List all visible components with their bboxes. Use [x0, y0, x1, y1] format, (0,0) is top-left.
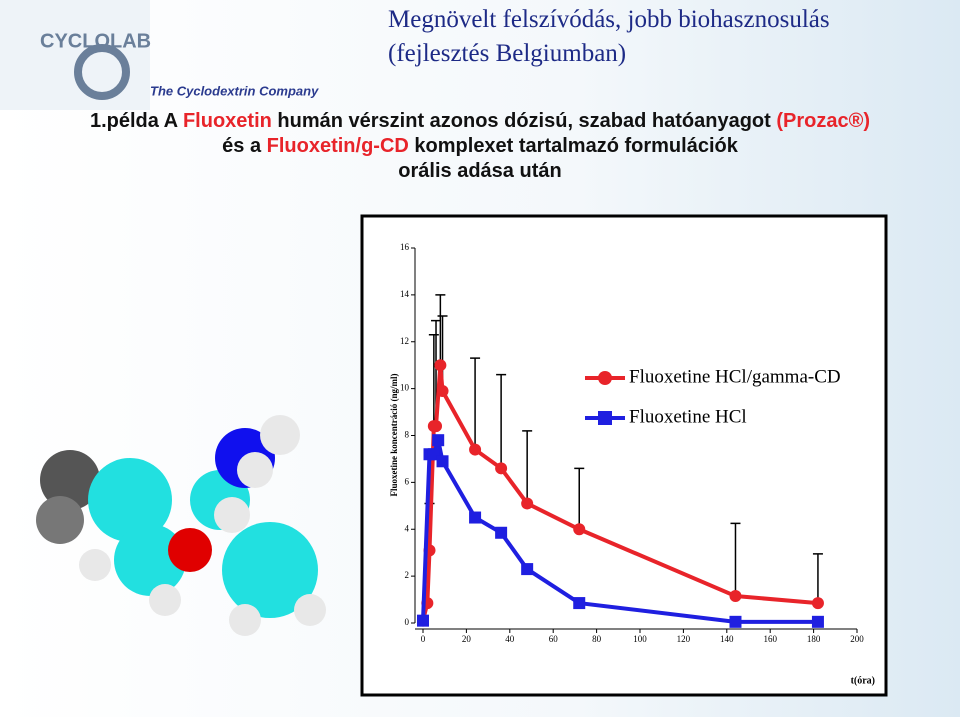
- error-bar: [812, 553, 823, 604]
- x-tick-label: 40: [505, 634, 515, 644]
- atom: [168, 528, 212, 572]
- y-tick-label: 6: [405, 476, 410, 486]
- atom: [237, 452, 273, 488]
- y-tick-label: 4: [405, 523, 410, 533]
- x-axis-label: t(óra): [851, 675, 875, 686]
- legend-label: Fluoxetine HCl/gamma-CD: [629, 366, 841, 387]
- error-bar: [428, 333, 439, 427]
- point: [573, 597, 586, 610]
- point: [436, 455, 449, 468]
- atom: [79, 549, 111, 581]
- x-tick-label: 140: [720, 634, 734, 644]
- point: [495, 526, 508, 539]
- logo: CYCLOLAB: [40, 30, 151, 52]
- atom: [88, 458, 172, 542]
- y-tick-label: 2: [405, 570, 410, 580]
- logo-tagline: The Cyclodextrin Company: [150, 83, 319, 98]
- y-tick-label: 10: [400, 383, 410, 393]
- y-axis-label: Fluoxetine koncentráció (ng/ml): [389, 374, 399, 497]
- description-text: Fluoxetin/g-CD: [266, 135, 409, 157]
- y-tick-label: 0: [405, 617, 410, 627]
- point: [811, 597, 824, 610]
- x-tick-label: 200: [850, 634, 864, 644]
- error-bar: [730, 522, 741, 597]
- point: [521, 497, 534, 510]
- description-text: humán vérszint azonos dózisú, szabad hat…: [271, 110, 777, 132]
- description-text: Fluoxetin: [182, 110, 272, 132]
- atom: [229, 604, 261, 636]
- point: [436, 384, 449, 397]
- x-tick-label: 120: [677, 634, 691, 644]
- x-tick-label: 60: [549, 634, 559, 644]
- molecule: [36, 415, 326, 636]
- atom: [36, 496, 84, 544]
- x-tick-label: 180: [807, 634, 821, 644]
- error-bar: [522, 430, 533, 504]
- atom: [222, 522, 318, 618]
- legend-marker: [598, 411, 612, 425]
- description-line: és a Fluoxetin/g-CD komplexet tartalmazó…: [0, 135, 960, 158]
- description-text: 1.példa A: [89, 110, 183, 132]
- point: [811, 615, 824, 628]
- description-line: orális adása után: [0, 160, 960, 183]
- atom: [40, 450, 100, 510]
- point: [469, 511, 482, 524]
- x-tick-label: 80: [592, 634, 602, 644]
- logo-ring: [74, 44, 130, 100]
- atom: [114, 524, 186, 596]
- x-tick-label: 160: [763, 634, 777, 644]
- legend-marker: [598, 371, 612, 385]
- point: [430, 420, 443, 433]
- point: [432, 434, 445, 447]
- point: [434, 359, 447, 372]
- error-bar: [574, 467, 585, 530]
- description-text: orális adása után: [398, 160, 562, 182]
- y-tick-label: 16: [400, 242, 410, 252]
- y-tick-label: 14: [400, 289, 410, 299]
- chart-frame: [360, 214, 888, 697]
- slide-title: Megnövelt felszívódás, jobb biohasznosul…: [388, 6, 830, 33]
- legend-label: Fluoxetine HCl: [629, 406, 747, 427]
- logo-backdrop: [0, 0, 150, 110]
- atom: [214, 497, 250, 533]
- description-line: 1.példa A Fluoxetin humán vérszint azono…: [0, 110, 960, 133]
- point: [521, 563, 534, 576]
- point: [573, 523, 586, 536]
- point: [729, 590, 742, 603]
- error-bar: [496, 373, 507, 469]
- x-tick-label: 100: [633, 634, 647, 644]
- error-bar: [435, 294, 446, 366]
- point: [469, 443, 482, 456]
- x-tick-label: 0: [421, 634, 426, 644]
- error-bar: [470, 357, 481, 450]
- point: [729, 615, 742, 628]
- y-tick-label: 8: [405, 430, 410, 440]
- atom: [149, 584, 181, 616]
- slide-subtitle: (fejlesztés Belgiumban): [388, 40, 627, 67]
- y-tick-label: 12: [400, 336, 409, 346]
- point: [417, 614, 429, 627]
- description-text: és a: [222, 135, 267, 157]
- x-tick-label: 20: [462, 634, 472, 644]
- atom: [294, 594, 326, 626]
- description-text: (Prozac®): [776, 110, 871, 132]
- point: [495, 462, 508, 475]
- atom: [260, 415, 300, 455]
- description-text: komplexet tartalmazó formulációk: [408, 135, 738, 157]
